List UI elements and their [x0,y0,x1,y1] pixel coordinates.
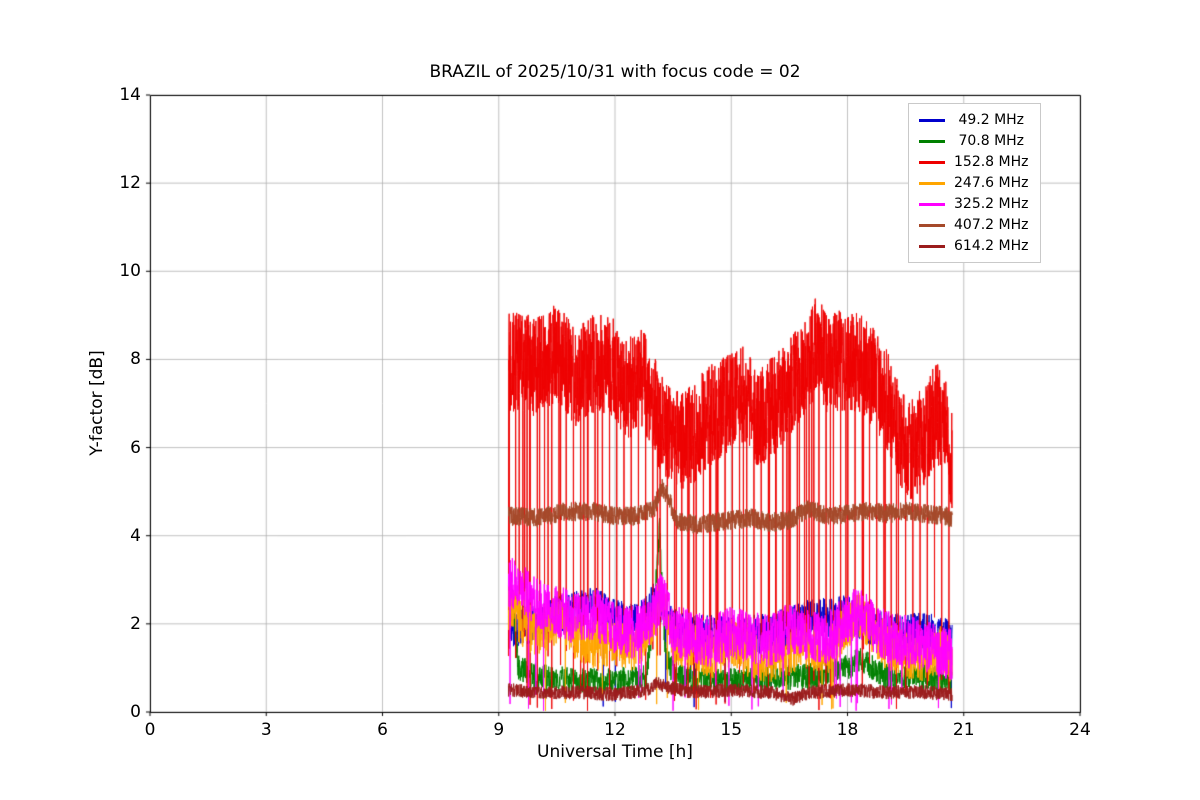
chart-title: BRAZIL of 2025/10/31 with focus code = 0… [429,62,801,82]
y-tick-label: 4 [130,525,141,546]
legend-label: 152.8 MHz [954,154,1029,170]
y-tick-label: 12 [119,173,141,194]
x-tick-label: 21 [952,720,975,740]
legend-label: 70.8 MHz [954,133,1025,149]
y-tick-label: 10 [119,261,141,282]
legend-item: 247.6 MHz [919,175,1028,191]
legend-label: 247.6 MHz [954,175,1029,191]
y-tick-label: 14 [119,85,141,105]
legend-line-icon [919,160,945,164]
y-tick-label: 6 [130,437,141,458]
y-tick-label: 0 [130,702,141,722]
legend-label: 407.2 MHz [954,217,1029,233]
legend-line-icon [919,244,945,248]
legend-item: 325.2 MHz [919,196,1028,212]
y-tick-label: 2 [130,613,141,634]
legend-item: 49.2 MHz [919,112,1028,128]
x-tick-label: 15 [720,720,743,740]
x-tick-label: 24 [1069,720,1091,740]
y-tick-label: 8 [130,349,141,370]
legend-line-icon [919,223,945,227]
x-tick-label: 12 [604,720,626,740]
legend-item: 614.2 MHz [919,238,1028,254]
x-tick-label: 9 [493,720,505,740]
legend-item: 152.8 MHz [919,154,1028,170]
legend-label: 325.2 MHz [954,196,1029,212]
x-tick-label: 18 [836,720,859,740]
legend-item: 407.2 MHz [919,217,1028,233]
legend-line-icon [919,181,945,185]
legend: 49.2 MHz 70.8 MHz 152.8 MHz 247.6 MHz 325.2… [908,103,1042,263]
legend-item: 70.8 MHz [919,133,1028,149]
legend-line-icon [919,202,945,206]
legend-line-icon [919,118,945,122]
y-axis-label: Y-factor [dB] [87,350,107,456]
legend-label: 614.2 MHz [954,238,1029,254]
x-tick-label: 6 [377,720,388,740]
x-tick-label: 0 [144,720,156,740]
legend-line-icon [919,139,945,143]
legend-label: 49.2 MHz [954,112,1025,128]
x-tick-label: 3 [260,720,272,740]
x-axis-label: Universal Time [h] [537,742,693,762]
